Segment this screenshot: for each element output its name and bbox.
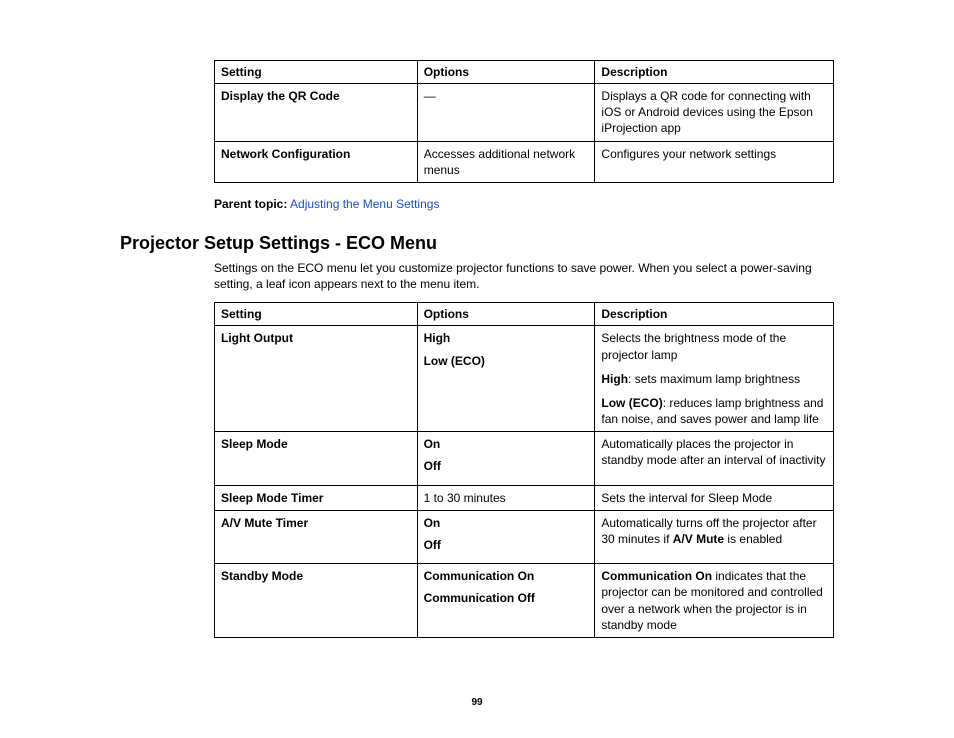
cell-options: Accesses additional network menus <box>417 141 595 182</box>
cell-description: Configures your network settings <box>595 141 834 182</box>
cell-setting: Light Output <box>215 326 418 432</box>
intro-paragraph: Settings on the ECO menu let you customi… <box>214 260 834 292</box>
table-row-light-output: Light Output High Low (ECO) Selects the … <box>215 326 834 432</box>
desc-rest: : sets maximum lamp brightness <box>628 372 800 386</box>
settings-table-1: Setting Options Description Display the … <box>214 60 834 183</box>
parent-topic-line: Parent topic: Adjusting the Menu Setting… <box>214 197 834 211</box>
col-header-setting: Setting <box>215 303 418 326</box>
cell-setting: Network Configuration <box>215 141 418 182</box>
cell-description: Automatically places the projector in st… <box>595 432 834 485</box>
col-header-setting: Setting <box>215 61 418 84</box>
settings-table-2: Setting Options Description Light Output… <box>214 302 834 638</box>
cell-options: On Off <box>417 510 595 563</box>
col-header-options: Options <box>417 61 595 84</box>
table-row-sleep-mode-timer: Sleep Mode Timer 1 to 30 minutes Sets th… <box>215 485 834 510</box>
option-value: Off <box>424 458 589 474</box>
option-value: High <box>424 330 589 346</box>
desc-bold: Low (ECO) <box>601 396 662 410</box>
section-heading: Projector Setup Settings - ECO Menu <box>120 233 834 254</box>
cell-options: — <box>417 84 595 142</box>
page-content: Setting Options Description Display the … <box>0 0 954 638</box>
cell-description: Sets the interval for Sleep Mode <box>595 485 834 510</box>
cell-setting: Sleep Mode <box>215 432 418 485</box>
desc-text: High: sets maximum lamp brightness <box>601 371 827 387</box>
cell-options: On Off <box>417 432 595 485</box>
table-row-standby-mode: Standby Mode Communication On Communicat… <box>215 564 834 638</box>
option-value: Off <box>424 537 589 553</box>
cell-setting: Standby Mode <box>215 564 418 638</box>
table-row-sleep-mode: Sleep Mode On Off Automatically places t… <box>215 432 834 485</box>
parent-topic-link[interactable]: Adjusting the Menu Settings <box>290 197 439 211</box>
table-row-av-mute-timer: A/V Mute Timer On Off Automatically turn… <box>215 510 834 563</box>
cell-setting: Sleep Mode Timer <box>215 485 418 510</box>
col-header-description: Description <box>595 303 834 326</box>
table-header-row: Setting Options Description <box>215 303 834 326</box>
option-value: On <box>424 436 589 452</box>
cell-options: Communication On Communication Off <box>417 564 595 638</box>
col-header-description: Description <box>595 61 834 84</box>
option-value: Communication On <box>424 568 589 584</box>
col-header-options: Options <box>417 303 595 326</box>
option-value: Communication Off <box>424 590 589 606</box>
cell-options: 1 to 30 minutes <box>417 485 595 510</box>
table-row: Network Configuration Accesses additiona… <box>215 141 834 182</box>
page-number: 99 <box>0 697 954 708</box>
desc-text: Selects the brightness mode of the proje… <box>601 330 827 362</box>
desc-post: is enabled <box>724 532 782 546</box>
option-value: On <box>424 515 589 531</box>
parent-topic-label: Parent topic: <box>214 197 287 211</box>
desc-text: Low (ECO): reduces lamp brightness and f… <box>601 395 827 427</box>
cell-setting: Display the QR Code <box>215 84 418 142</box>
cell-options: High Low (ECO) <box>417 326 595 432</box>
cell-description: Automatically turns off the projector af… <box>595 510 834 563</box>
cell-description: Selects the brightness mode of the proje… <box>595 326 834 432</box>
cell-description: Communication On indicates that the proj… <box>595 564 834 638</box>
table-header-row: Setting Options Description <box>215 61 834 84</box>
cell-setting: A/V Mute Timer <box>215 510 418 563</box>
table-row: Display the QR Code — Displays a QR code… <box>215 84 834 142</box>
cell-description: Displays a QR code for connecting with i… <box>595 84 834 142</box>
desc-bold: A/V Mute <box>673 532 724 546</box>
option-value: Low (ECO) <box>424 353 589 369</box>
desc-bold: High <box>601 372 628 386</box>
desc-bold: Communication On <box>601 569 712 583</box>
